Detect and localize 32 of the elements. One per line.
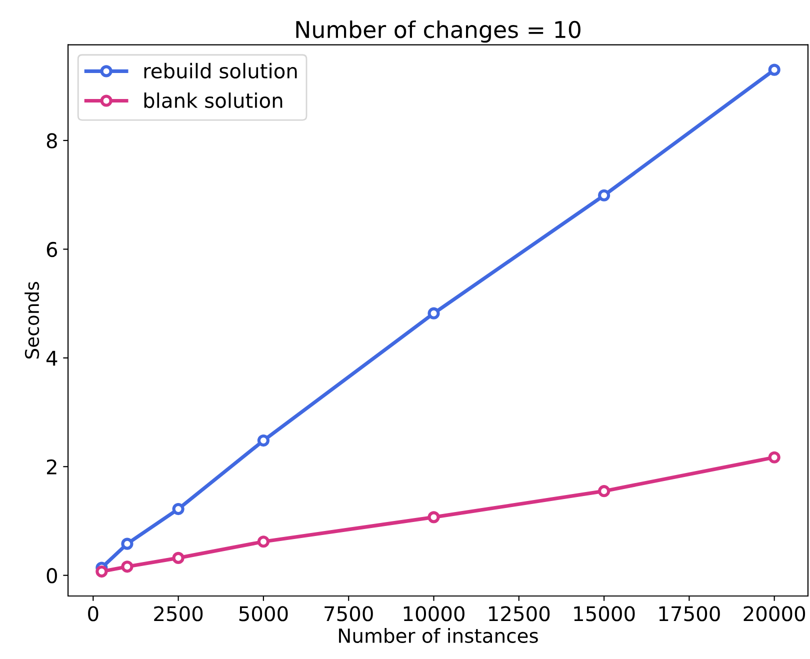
y-tick-label: 8 bbox=[46, 133, 57, 148]
x-tick-label: 10000 bbox=[404, 606, 464, 622]
x-tick-label: 12500 bbox=[489, 606, 550, 622]
point bbox=[598, 485, 610, 498]
y-tick-label: 2 bbox=[46, 459, 56, 474]
y-tick-label: 6 bbox=[46, 242, 58, 258]
chart-title: Number of changes = 10 bbox=[296, 20, 580, 43]
x-tick-label: 7500 bbox=[324, 606, 373, 622]
point bbox=[172, 502, 184, 516]
x-tick-label: 2500 bbox=[154, 606, 203, 622]
point bbox=[768, 64, 780, 76]
x-tick-label: 17500 bbox=[659, 606, 720, 622]
point bbox=[172, 552, 184, 564]
legend-label: rebuild solution bbox=[144, 62, 297, 79]
point bbox=[428, 511, 440, 524]
x-tick-label: 0 bbox=[88, 606, 98, 622]
y-tick-label: 4 bbox=[46, 350, 58, 366]
point bbox=[257, 536, 270, 548]
point bbox=[257, 434, 270, 447]
x-axis-title: Number of instances bbox=[339, 628, 538, 644]
legend-label: blank solution bbox=[144, 92, 282, 108]
point bbox=[121, 538, 134, 550]
y-tick-label: 0 bbox=[46, 568, 57, 584]
x-tick-label: 5000 bbox=[239, 606, 288, 622]
point bbox=[428, 307, 440, 320]
x-tick-label: 20000 bbox=[744, 606, 806, 622]
point bbox=[121, 560, 134, 573]
x-tick-label: 15000 bbox=[574, 606, 635, 622]
y-axis-title: Seconds bbox=[24, 282, 40, 359]
point bbox=[598, 189, 610, 202]
point bbox=[96, 565, 108, 578]
point bbox=[768, 451, 780, 464]
